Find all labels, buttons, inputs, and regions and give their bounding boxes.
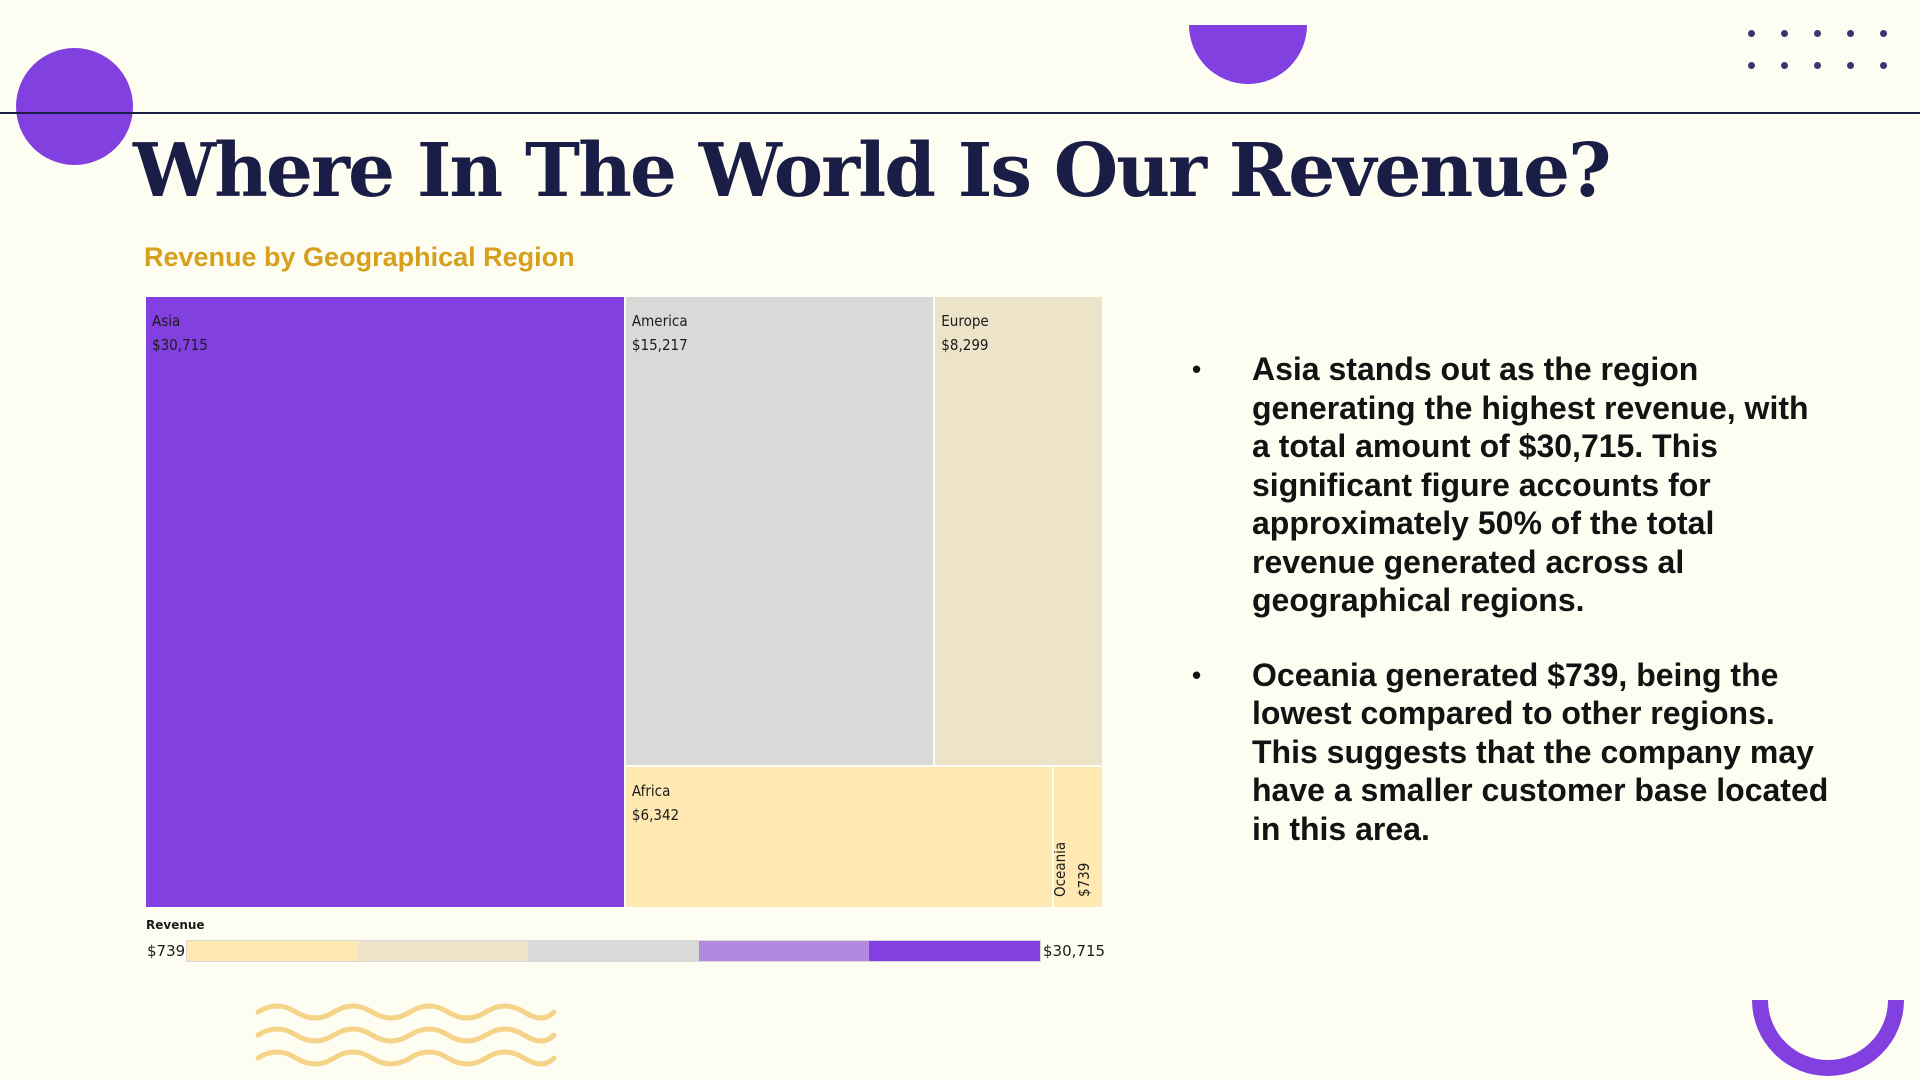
decorative-waves xyxy=(255,1003,557,1067)
tile-value: $6,342 xyxy=(631,806,680,825)
legend-color-step xyxy=(187,941,358,961)
color-legend: Revenue $739 $30,715 xyxy=(146,918,1106,968)
insight-text: Oceania generated $739, being the lowest… xyxy=(1252,656,1829,847)
dot-icon xyxy=(1847,62,1854,69)
legend-color-step xyxy=(357,941,529,961)
tile-label: Africa $6,342 xyxy=(632,779,679,827)
tile-name: Oceania xyxy=(1054,841,1069,897)
tile-label: Oceania $739 xyxy=(1054,842,1096,897)
dot-icon xyxy=(1748,62,1755,69)
dot-icon xyxy=(1814,62,1821,69)
tile-value: $15,217 xyxy=(631,336,688,354)
tile-name: Europe xyxy=(941,312,989,330)
tile-value: $739 xyxy=(1074,862,1093,897)
decorative-circle xyxy=(16,48,133,165)
decorative-dot-grid xyxy=(1748,30,1898,75)
insight-text: Asia stands out as the region generating… xyxy=(1252,351,1809,618)
tile-label: Europe $8,299 xyxy=(941,309,988,357)
treemap-tile-america: America $15,217 xyxy=(625,297,936,768)
treemap-chart: Asia $30,715 America $15,217 Europe $8,299 Afr… xyxy=(146,297,1104,909)
insight-list: • Asia stands out as the region generati… xyxy=(1175,350,1835,884)
tile-label: America $15,217 xyxy=(632,309,688,357)
dot-icon xyxy=(1814,30,1821,37)
page-title: Where In The World Is Our Revenue? xyxy=(133,128,1611,214)
legend-color-step xyxy=(698,941,870,961)
legend-title: Revenue xyxy=(146,918,205,932)
legend-color-bar xyxy=(186,940,1041,962)
bullet-icon: • xyxy=(1192,659,1202,690)
header-divider xyxy=(0,112,1920,114)
treemap-tile-asia: Asia $30,715 xyxy=(146,297,626,909)
decorative-arc xyxy=(1752,1000,1904,1076)
treemap-tile-africa: Africa $6,342 xyxy=(625,767,1055,909)
dot-icon xyxy=(1781,62,1788,69)
chart-title: Revenue by Geographical Region xyxy=(144,242,575,272)
bullet-icon: • xyxy=(1192,354,1202,384)
legend-max-label: $30,715 xyxy=(1043,942,1106,960)
treemap-tile-oceania: Oceania $739 xyxy=(1054,767,1104,909)
tile-value: $30,715 xyxy=(152,336,208,354)
treemap-tile-europe: Europe $8,299 xyxy=(935,297,1104,768)
tile-name: Africa xyxy=(631,782,671,801)
dot-icon xyxy=(1748,30,1755,37)
dot-icon xyxy=(1781,30,1788,37)
tile-name: Asia xyxy=(152,312,181,330)
insight-item: • Oceania generated $739, being the lowe… xyxy=(1175,656,1835,849)
dot-icon xyxy=(1880,62,1887,69)
dot-icon xyxy=(1847,30,1854,37)
tile-value: $8,299 xyxy=(941,336,989,354)
legend-min-label: $739 xyxy=(147,942,186,960)
dot-icon xyxy=(1880,30,1887,37)
decorative-half-circle xyxy=(1189,25,1307,84)
legend-color-step xyxy=(869,941,1040,961)
tile-label: Asia $30,715 xyxy=(152,309,208,357)
insight-item: • Asia stands out as the region generati… xyxy=(1175,350,1835,620)
legend-color-step xyxy=(528,941,699,961)
tile-name: America xyxy=(631,312,688,330)
